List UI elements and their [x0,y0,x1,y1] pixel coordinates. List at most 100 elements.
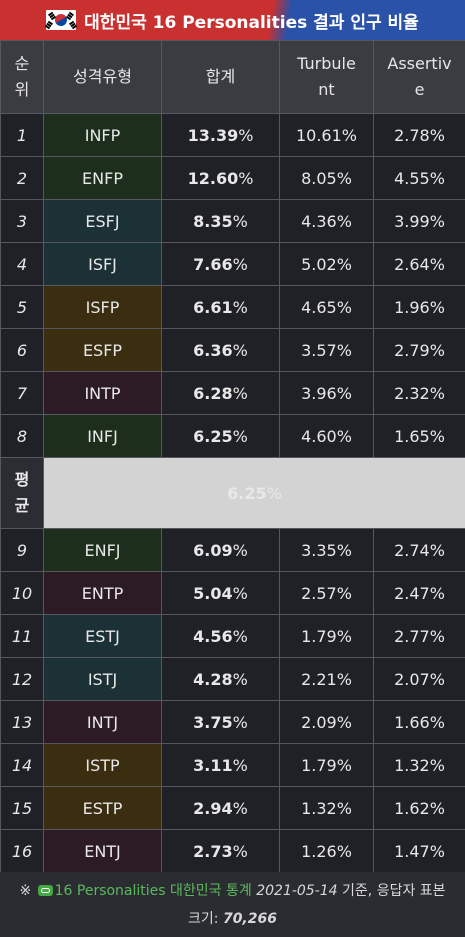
table-row: 16 ENTJ 2.73% 1.26% 1.47% [0,829,465,873]
total-cell: 7.66% [161,242,280,286]
table-row: 14 ISTP 3.11% 1.79% 1.32% [0,743,465,787]
table-row: 15 ESTP 2.94% 1.32% 1.62% [0,786,465,830]
assertive-cell: 3.99% [373,199,465,243]
rank-cell: 8 [0,414,44,458]
table-row: 3 ESFJ 8.35% 4.36% 3.99% [0,199,465,243]
header-type: 성격유형 [43,40,162,114]
assertive-cell: 1.47% [373,829,465,873]
total-cell: 6.61% [161,285,280,329]
turbulent-cell: 1.79% [279,614,374,658]
rank-cell: 4 [0,242,44,286]
total-cell: 4.28% [161,657,280,701]
turbulent-cell: 1.26% [279,829,374,873]
source-footer: ※ 16 Personalities 대한민국 통계 2021-05-14 기준… [0,872,465,937]
assertive-cell: 1.66% [373,700,465,744]
table-row: 4 ISFJ 7.66% 5.02% 2.64% [0,242,465,286]
rank-cell: 7 [0,371,44,415]
type-cell: INFJ [43,414,162,458]
rank-cell: 3 [0,199,44,243]
total-cell: 2.73% [161,829,280,873]
total-cell: 6.36% [161,328,280,372]
turbulent-cell: 1.79% [279,743,374,787]
rank-cell: 10 [0,571,44,615]
assertive-cell: 1.65% [373,414,465,458]
average-row: 평 균 6.25% [0,457,465,529]
average-value: 6.25% [43,457,465,529]
total-cell: 4.56% [161,614,280,658]
rank-cell: 14 [0,743,44,787]
table-row: 1 INFP 13.39% 10.61% 2.78% [0,113,465,157]
type-cell: ISTJ [43,657,162,701]
turbulent-cell: 3.57% [279,328,374,372]
total-cell: 8.35% [161,199,280,243]
assertive-cell: 2.74% [373,528,465,572]
type-cell: ESFP [43,328,162,372]
assertive-cell: 2.77% [373,614,465,658]
source-link[interactable]: 16 Personalities 대한민국 통계 [54,883,252,899]
type-cell: INFP [43,113,162,157]
type-cell: ENTJ [43,829,162,873]
turbulent-cell: 10.61% [279,113,374,157]
source-date: 2021-05-14 [256,883,338,899]
assertive-cell: 2.47% [373,571,465,615]
table-row: 11 ESTJ 4.56% 1.79% 2.77% [0,614,465,658]
sample-size-value: 70,266 [222,911,277,927]
header-turbulent: Turbule nt [279,40,374,114]
rank-cell: 11 [0,614,44,658]
total-cell: 3.11% [161,743,280,787]
type-cell: INTP [43,371,162,415]
assertive-cell: 1.96% [373,285,465,329]
sample-size-label: 크기: [188,911,223,927]
page-title: 대한민국 16 Personalities 결과 인구 비율 [84,12,419,33]
type-cell: INTJ [43,700,162,744]
table-row: 13 INTJ 3.75% 2.09% 1.66% [0,700,465,744]
total-cell: 2.94% [161,786,280,830]
personality-table: 순 위 성격유형 합계 Turbule nt Assertiv e 1 INFP 1… [0,40,465,873]
type-cell: ISTP [43,743,162,787]
assertive-cell: 1.62% [373,786,465,830]
assertive-cell: 2.07% [373,657,465,701]
turbulent-cell: 1.32% [279,786,374,830]
turbulent-cell: 8.05% [279,156,374,200]
total-cell: 3.75% [161,700,280,744]
turbulent-cell: 3.96% [279,371,374,415]
total-cell: 6.28% [161,371,280,415]
type-cell: ESTP [43,786,162,830]
total-cell: 13.39% [161,113,280,157]
header-rank: 순 위 [0,40,44,114]
type-cell: ESTJ [43,614,162,658]
header-total: 합계 [161,40,280,114]
turbulent-cell: 4.36% [279,199,374,243]
turbulent-cell: 2.09% [279,700,374,744]
source-basis: 기준, 응답자 표본 [337,883,446,899]
turbulent-cell: 2.57% [279,571,374,615]
type-cell: ESFJ [43,199,162,243]
rank-cell: 12 [0,657,44,701]
table-row: 12 ISTJ 4.28% 2.21% 2.07% [0,657,465,701]
table-row: 8 INFJ 6.25% 4.60% 1.65% [0,414,465,458]
type-cell: ENFP [43,156,162,200]
turbulent-cell: 4.65% [279,285,374,329]
table-row: 10 ENTP 5.04% 2.57% 2.47% [0,571,465,615]
table-row: 9 ENFJ 6.09% 3.35% 2.74% [0,528,465,572]
assertive-cell: 2.79% [373,328,465,372]
korea-flag-icon [46,10,77,30]
turbulent-cell: 5.02% [279,242,374,286]
total-cell: 6.25% [161,414,280,458]
table-row: 5 ISFP 6.61% 4.65% 1.96% [0,285,465,329]
header-assertive: Assertiv e [373,40,465,114]
table-header-row: 순 위 성격유형 합계 Turbule nt Assertiv e [0,40,465,114]
rank-cell: 16 [0,829,44,873]
type-cell: ISFP [43,285,162,329]
rank-cell: 2 [0,156,44,200]
turbulent-cell: 4.60% [279,414,374,458]
assertive-cell: 1.32% [373,743,465,787]
rank-cell: 1 [0,113,44,157]
note-mark: ※ [19,883,32,899]
link-icon [37,885,53,896]
table-row: 7 INTP 6.28% 3.96% 2.32% [0,371,465,415]
table-row: 2 ENFP 12.60% 8.05% 4.55% [0,156,465,200]
assertive-cell: 2.64% [373,242,465,286]
type-cell: ISFJ [43,242,162,286]
type-cell: ENTP [43,571,162,615]
